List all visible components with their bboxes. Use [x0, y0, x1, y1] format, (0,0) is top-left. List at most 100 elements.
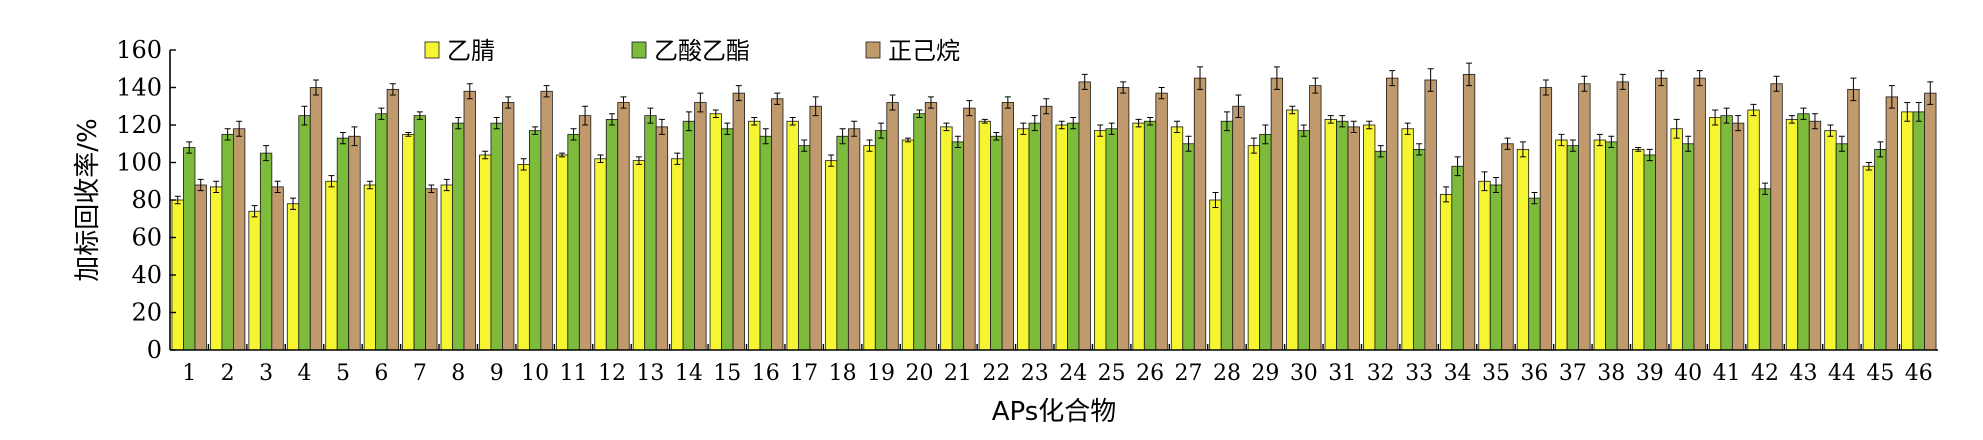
bar-s1-c21	[951, 141, 965, 351]
bar-s0-c11	[555, 154, 569, 351]
bar-s0-c29	[1247, 145, 1261, 351]
x-tick-label: 18	[829, 361, 857, 386]
bar-s2-c31	[1347, 126, 1360, 351]
bar-s0-c33	[1401, 128, 1414, 351]
bar-s1-c17	[798, 145, 811, 351]
bar-s0-c13	[632, 160, 646, 351]
bar-s1-c9	[490, 122, 503, 351]
y-tick-label: 160	[116, 36, 162, 64]
x-tick-label: 35	[1482, 361, 1510, 386]
bar-s2-c3	[271, 186, 284, 351]
x-tick-label: 26	[1136, 361, 1164, 386]
bar-s1-c39	[1643, 154, 1656, 351]
bar-s1-c36	[1528, 197, 1541, 351]
bar-s0-c10	[517, 163, 530, 351]
bar-s2-c16	[771, 98, 784, 351]
bars-layer	[171, 62, 1937, 351]
x-tick-label: 22	[982, 361, 1010, 386]
bar-s2-c35	[1501, 143, 1514, 351]
x-tick-label: 45	[1866, 361, 1894, 386]
x-tick-label: 14	[675, 361, 703, 386]
bar-s2-c42	[1770, 83, 1783, 351]
bar-s0-c12	[594, 158, 607, 351]
bar-s0-c5	[325, 180, 338, 351]
bar-s0-c6	[363, 184, 377, 351]
bar-s0-c21	[940, 126, 953, 351]
bar-s0-c36	[1516, 148, 1530, 351]
bar-s0-c28	[1209, 199, 1222, 351]
x-tick-label: 20	[905, 361, 933, 386]
x-tick-label: 3	[259, 361, 273, 386]
bar-s1-c31	[1336, 120, 1349, 351]
x-axis-label: APs化合物	[992, 397, 1117, 427]
bar-s2-c23	[1040, 105, 1053, 351]
bar-s0-c44	[1824, 130, 1837, 351]
x-tick-label: 43	[1789, 361, 1817, 386]
bar-s2-c19	[886, 102, 899, 351]
bar-s2-c1	[194, 184, 207, 351]
x-tick-label: 15	[713, 361, 741, 386]
bar-s0-c40	[1670, 128, 1683, 351]
bar-s2-c9	[502, 102, 515, 351]
bar-s2-c26	[1155, 92, 1168, 351]
bar-s1-c35	[1489, 184, 1503, 351]
bar-s0-c22	[978, 120, 991, 351]
y-tick-label: 60	[131, 224, 162, 252]
bar-s1-c28	[1220, 120, 1234, 351]
bar-s0-c3	[248, 210, 261, 351]
bar-s1-c1	[183, 147, 196, 351]
bar-s0-c2	[210, 186, 223, 351]
x-tick-label: 41	[1713, 361, 1741, 386]
x-tick-label: 23	[1021, 361, 1049, 386]
x-tick-label: 19	[867, 361, 895, 386]
bar-s0-c18	[824, 160, 838, 351]
bar-s0-c7	[402, 133, 415, 351]
legend-swatch-0	[424, 41, 440, 59]
bar-s2-c46	[1924, 92, 1937, 351]
x-tick-label: 7	[413, 361, 427, 386]
x-tick-label: 16	[752, 361, 780, 386]
bar-s2-c38	[1616, 81, 1629, 351]
x-tick-label: 12	[598, 361, 626, 386]
bar-s1-c16	[759, 135, 772, 351]
x-tick-label: 31	[1328, 361, 1356, 386]
x-tick-label: 40	[1674, 361, 1702, 386]
bar-s0-c8	[440, 184, 453, 351]
bar-s2-c21	[963, 107, 976, 351]
x-tick-label: 4	[298, 361, 312, 386]
x-tick-label: 33	[1405, 361, 1433, 386]
bar-s2-c10	[540, 90, 553, 351]
y-tick-label: 140	[116, 74, 162, 102]
bar-s2-c25	[1117, 87, 1130, 351]
bar-s0-c16	[748, 120, 761, 351]
bar-s0-c27	[1170, 126, 1184, 351]
bar-s1-c22	[990, 135, 1003, 351]
bar-s1-c45	[1874, 148, 1887, 351]
bar-s2-c24	[1078, 81, 1091, 351]
bar-s1-c13	[644, 115, 657, 351]
bar-s2-c36	[1539, 87, 1553, 351]
bar-s2-c5	[348, 135, 361, 351]
bar-s2-c44	[1847, 88, 1860, 351]
bar-s1-c4	[298, 115, 311, 351]
bar-s1-c2	[221, 133, 234, 351]
bar-s0-c32	[1363, 124, 1376, 351]
legend-swatch-1	[631, 41, 647, 59]
x-tick-label: 36	[1520, 361, 1548, 386]
bar-s1-c30	[1297, 130, 1310, 351]
bar-s1-c46	[1912, 111, 1925, 351]
bar-s1-c12	[605, 118, 619, 351]
x-tick-label: 46	[1905, 361, 1933, 386]
bar-s2-c11	[578, 115, 592, 351]
x-tick-label: 30	[1290, 361, 1318, 386]
bar-s1-c27	[1182, 143, 1195, 351]
bar-s0-c39	[1632, 148, 1645, 351]
bar-s2-c33	[1424, 79, 1437, 351]
x-ticks: 1 2 3 4 5 6 7 8 9 10 11 12 13 14 15 16 17 18 19 20 21 22 23 24 2…	[182, 344, 1933, 386]
bar-s0-c42	[1747, 109, 1760, 351]
bar-s0-c24	[1055, 124, 1068, 351]
bar-s2-c45	[1885, 96, 1898, 351]
y-tick-label: 0	[147, 336, 162, 364]
bar-s0-c43	[1785, 118, 1799, 351]
x-tick-label: 34	[1444, 361, 1472, 386]
